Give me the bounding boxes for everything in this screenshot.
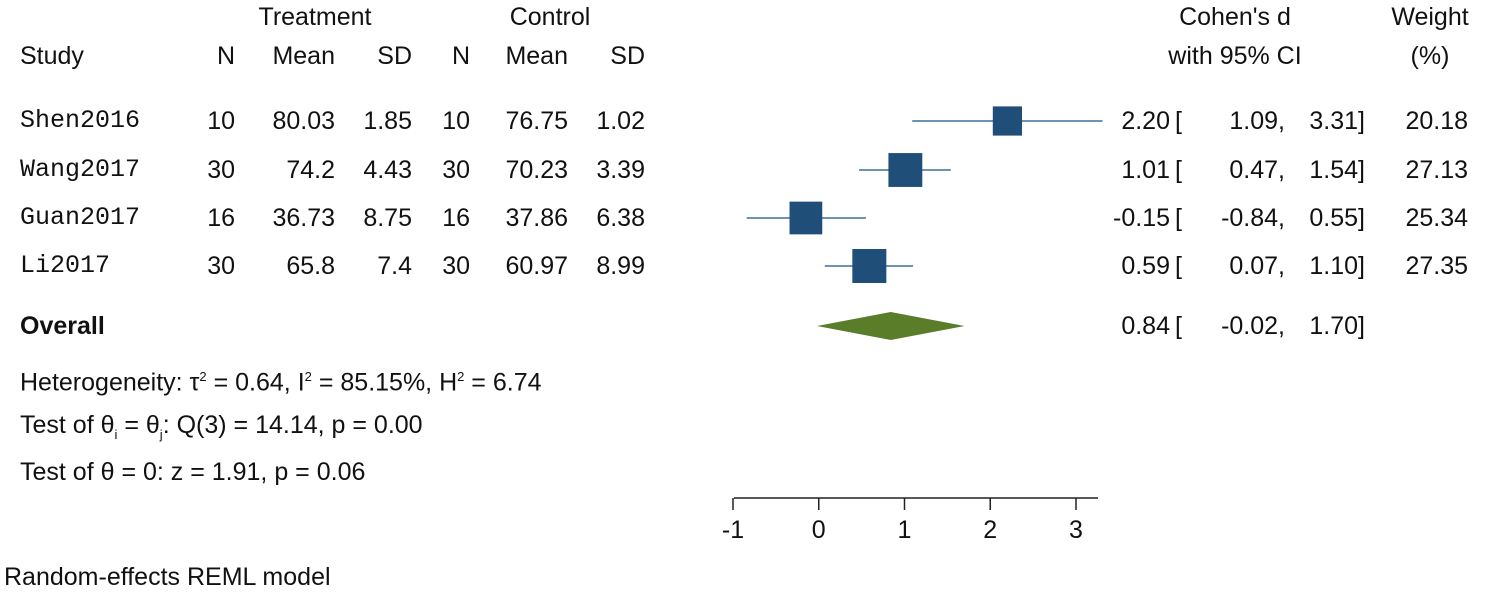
ci-open-bracket: [ xyxy=(1175,156,1182,184)
header-weight-line1: Weight xyxy=(1391,3,1469,31)
ci-lower: -0.84, xyxy=(1221,204,1285,232)
test-equal-part3: : Q(3) = 14.14, p = 0.00 xyxy=(162,411,423,439)
heterogeneity-sup-h: 2 xyxy=(457,369,465,384)
header-effect-line2: with 95% CI xyxy=(1168,42,1302,70)
treatment-mean: 80.03 xyxy=(272,107,335,135)
treatment-sd: 4.43 xyxy=(363,156,412,184)
header-study: Study xyxy=(20,42,84,70)
test-equal-sub-j: j xyxy=(159,427,163,442)
x-tick-label-1: 0 xyxy=(812,516,826,544)
test-equal-effects: Test of θi = θj: Q(3) = 14.14, p = 0.00 xyxy=(20,410,423,450)
heterogeneity-prefix: Heterogeneity: τ xyxy=(20,368,200,397)
x-tick-label-0: -1 xyxy=(722,516,744,544)
test-equal-part2: = θ xyxy=(117,411,160,439)
overall-ci-lower: -0.02, xyxy=(1221,312,1285,340)
study-name: Li2017 xyxy=(20,251,111,280)
treatment-sd: 7.4 xyxy=(377,252,412,280)
test-equal-sub-i: i xyxy=(114,427,118,442)
header-c-mean: Mean xyxy=(505,42,568,70)
header-t-n: N xyxy=(216,42,235,70)
treatment-sd: 8.75 xyxy=(363,204,412,232)
control-mean: 70.23 xyxy=(505,156,568,184)
weight: 25.34 xyxy=(1405,204,1468,232)
treatment-mean: 65.8 xyxy=(286,252,335,280)
control-mean: 37.86 xyxy=(505,204,568,232)
effect-marker-1 xyxy=(888,153,923,187)
effect-d: 1.01 xyxy=(1121,156,1170,184)
treatment-n: 10 xyxy=(207,107,235,135)
effect-d: 0.59 xyxy=(1121,252,1170,280)
ci-upper: 3.31] xyxy=(1309,107,1365,135)
control-sd: 8.99 xyxy=(596,252,645,280)
overall-label: Overall xyxy=(20,312,105,340)
treatment-n: 30 xyxy=(207,156,235,184)
x-tick-label-2: 1 xyxy=(898,516,912,544)
weight: 20.18 xyxy=(1405,107,1468,135)
treatment-n: 16 xyxy=(207,204,235,232)
ci-lower: 1.09, xyxy=(1229,107,1285,135)
treatment-n: 30 xyxy=(207,252,235,280)
control-sd: 1.02 xyxy=(596,107,645,135)
treatment-mean: 36.73 xyxy=(272,204,335,232)
heterogeneity-sup-i: 2 xyxy=(304,369,312,384)
control-mean: 60.97 xyxy=(505,252,568,280)
effect-d: -0.15 xyxy=(1113,204,1170,232)
ci-lower: 0.47, xyxy=(1229,156,1285,184)
heterogeneity-part2: = 0.64, I xyxy=(206,368,305,397)
weight: 27.35 xyxy=(1405,252,1468,280)
effect-marker-0 xyxy=(992,106,1023,136)
effect-marker-2 xyxy=(789,201,823,235)
control-sd: 6.38 xyxy=(596,204,645,232)
test-zero-effect: Test of θ = 0: z = 1.91, p = 0.06 xyxy=(20,458,366,486)
ci-upper: 1.10] xyxy=(1309,252,1365,280)
overall-effect-d: 0.84 xyxy=(1121,312,1170,340)
overall-ci-upper: 1.70] xyxy=(1309,312,1365,340)
control-n: 10 xyxy=(442,107,470,135)
control-n: 16 xyxy=(442,204,470,232)
treatment-sd: 1.85 xyxy=(363,107,412,135)
control-n: 30 xyxy=(442,252,470,280)
overall-diamond xyxy=(817,312,965,340)
ci-lower: 0.07, xyxy=(1229,252,1285,280)
header-c-n: N xyxy=(451,42,470,70)
study-name: Wang2017 xyxy=(20,155,141,184)
header-effect-line1: Cohen's d xyxy=(1179,3,1291,31)
treatment-mean: 74.2 xyxy=(286,156,335,184)
header-group-treatment: Treatment xyxy=(258,3,372,31)
heterogeneity-part4: = 6.74 xyxy=(464,368,542,397)
heterogeneity-sup-tau: 2 xyxy=(199,369,207,384)
heterogeneity-stats: Heterogeneity: τ2 = 0.64, I2 = 85.15%, H… xyxy=(20,362,542,397)
ci-open-bracket: [ xyxy=(1175,252,1182,280)
ci-open-bracket: [ xyxy=(1175,107,1182,135)
effect-marker-3 xyxy=(852,249,887,283)
control-n: 30 xyxy=(442,156,470,184)
ci-upper: 1.54] xyxy=(1309,156,1365,184)
overall-ci-open-bracket: [ xyxy=(1175,312,1182,340)
weight: 27.13 xyxy=(1405,156,1468,184)
control-sd: 3.39 xyxy=(596,156,645,184)
x-tick-label-3: 2 xyxy=(983,516,997,544)
header-t-mean: Mean xyxy=(272,42,335,70)
header-weight-line2: (%) xyxy=(1410,42,1450,70)
header-group-control: Control xyxy=(509,3,591,31)
heterogeneity-part3: = 85.15%, H xyxy=(311,368,458,397)
control-mean: 76.75 xyxy=(505,107,568,135)
model-note: Random-effects REML model xyxy=(4,563,331,591)
ci-open-bracket: [ xyxy=(1175,204,1182,232)
test-equal-prefix: Test of θ xyxy=(20,411,115,439)
effect-d: 2.20 xyxy=(1121,107,1170,135)
ci-upper: 0.55] xyxy=(1309,204,1365,232)
header-t-sd: SD xyxy=(377,42,412,70)
study-name: Shen2016 xyxy=(20,106,141,135)
header-c-sd: SD xyxy=(610,42,645,70)
x-tick-label-4: 3 xyxy=(1069,516,1083,544)
study-name: Guan2017 xyxy=(20,203,141,232)
